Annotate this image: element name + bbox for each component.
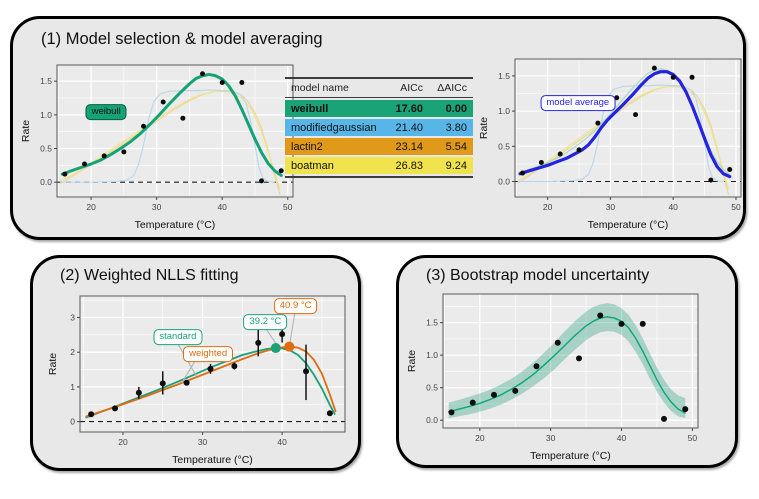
annotation-topt-weighted-label: 40.9 °C [273, 298, 318, 315]
y-axis-label: Rate [47, 353, 59, 375]
table-row-boatman: boatman 26.83 9.24 [285, 157, 473, 174]
panel2-title: (2) Weighted NLLS fitting [60, 267, 239, 284]
svg-text:0.5: 0.5 [498, 141, 510, 151]
table-cell: 0.00 [445, 102, 467, 115]
svg-text:1.5: 1.5 [498, 71, 510, 81]
svg-text:30: 30 [152, 202, 162, 212]
table-cell: modifiedgaussian [291, 121, 377, 134]
svg-text:20: 20 [543, 202, 553, 212]
svg-text:0.5: 0.5 [426, 383, 438, 393]
svg-text:1.0: 1.0 [498, 106, 510, 116]
panel1-title: (1) Model selection & model averaging [41, 30, 323, 48]
svg-text:50: 50 [283, 202, 293, 212]
svg-text:20: 20 [118, 437, 128, 447]
svg-text:30: 30 [546, 433, 556, 443]
table-cell: lactin2 [291, 140, 323, 153]
chart-model-selection-fit: 20 30 40 50 0.0 0.5 1.0 1.5 Temperature (°C) Rate… [17, 55, 303, 233]
chart-model-average: 20 30 40 50 0.0 0.5 1.0 1.5 Temperature (°C) Rate… [475, 49, 749, 233]
table-cell: 9.24 [445, 159, 467, 172]
svg-text:1.5: 1.5 [40, 76, 52, 86]
svg-text:30: 30 [606, 202, 616, 212]
table-row-lactin2: lactin2 23.14 5.54 [285, 138, 473, 155]
table-header-model-name: model name [291, 82, 349, 94]
svg-text:40: 40 [277, 437, 287, 447]
y-axis-label: Rate [20, 120, 32, 142]
svg-text:1.0: 1.0 [426, 350, 438, 360]
svg-text:40: 40 [217, 202, 227, 212]
svg-text:1.0: 1.0 [40, 110, 52, 120]
y-axis-label: Rate [478, 117, 490, 139]
svg-text:30: 30 [198, 437, 208, 447]
svg-text:3: 3 [70, 313, 75, 323]
svg-text:20: 20 [475, 433, 485, 443]
chart-svg: 20 30 40 0 1 2 3 Temperature (°C) Rate [47, 295, 346, 466]
svg-text:1: 1 [70, 382, 75, 392]
table-row-modifiedgaussian: modifiedgaussian 21.40 3.80 [285, 119, 473, 136]
chart-svg: 20 30 40 50 0.0 0.5 1.0 1.5 Temperature (°C) Rate [406, 293, 699, 462]
table-header-aicc: AICc [400, 82, 423, 94]
svg-text:0.5: 0.5 [40, 144, 52, 154]
table-cell: 5.54 [445, 140, 467, 153]
svg-text:20: 20 [86, 202, 96, 212]
annotation-weibull-label: weibull [85, 104, 127, 121]
svg-text:50: 50 [731, 202, 741, 212]
svg-text:40: 40 [617, 433, 627, 443]
svg-text:40: 40 [668, 202, 678, 212]
table-cell: 26.83 [395, 159, 423, 172]
table-cell: 23.14 [395, 140, 423, 153]
table-row-weibull: weibull 17.60 0.00 [285, 100, 473, 117]
model-table: model name AICc ΔAICc weibull 17.60 0.00 mo… [285, 77, 473, 178]
chart-weighted-nlls: 20 30 40 0 1 2 3 Temperature (°C) Rate standard we… [44, 288, 353, 468]
annotation-weighted-label: weighted [183, 346, 234, 362]
panel-bootstrap: (3) Bootstrap model uncertainty 20 30 40 50… [396, 255, 738, 468]
annotation-standard-label: standard [153, 329, 203, 345]
panel-weighted-nlls: (2) Weighted NLLS fitting 20 30 40 0 1 2 3 Temp… [30, 255, 361, 471]
x-axis-label: Temperature (°C) [588, 219, 669, 231]
chart-svg: 20 30 40 50 0.0 0.5 1.0 1.5 Temperature (°C) Rate [20, 64, 294, 231]
panel-model-selection: (1) Model selection & model averaging 20… [10, 16, 746, 240]
table-cell: 3.80 [445, 121, 467, 134]
x-axis-label: Temperature (°C) [135, 219, 216, 231]
annotation-model-average-label: model average [540, 94, 616, 111]
model-table-header: model name AICc ΔAICc [285, 77, 473, 98]
model-table-body: weibull 17.60 0.00 modifiedgaussian 21.40 3.8… [285, 100, 473, 178]
table-cell: weibull [291, 102, 329, 115]
chart-bootstrap-uncertainty: 20 30 40 50 0.0 0.5 1.0 1.5 Temperature (°C) Rate [403, 286, 706, 464]
svg-text:0.0: 0.0 [426, 415, 438, 425]
svg-text:50: 50 [688, 433, 698, 443]
table-cell: 21.40 [395, 121, 423, 134]
svg-text:0.0: 0.0 [40, 177, 52, 187]
svg-text:0.0: 0.0 [498, 177, 510, 187]
svg-text:1.5: 1.5 [426, 318, 438, 328]
table-cell: boatman [291, 159, 334, 172]
table-header-delta-aicc: ΔAICc [437, 82, 467, 94]
y-axis-label: Rate [406, 350, 418, 372]
svg-text:2: 2 [70, 347, 75, 357]
chart-svg: 20 30 40 50 0.0 0.5 1.0 1.5 Temperature (°C) Rate [478, 58, 742, 231]
svg-text:0: 0 [70, 417, 75, 427]
x-axis-label: Temperature (°C) [530, 450, 611, 462]
annotation-topt-standard-label: 39.2 °C [243, 314, 288, 331]
panel3-title: (3) Bootstrap model uncertainty [426, 267, 650, 284]
x-axis-label: Temperature (°C) [172, 454, 253, 466]
table-cell: 17.60 [395, 102, 423, 115]
